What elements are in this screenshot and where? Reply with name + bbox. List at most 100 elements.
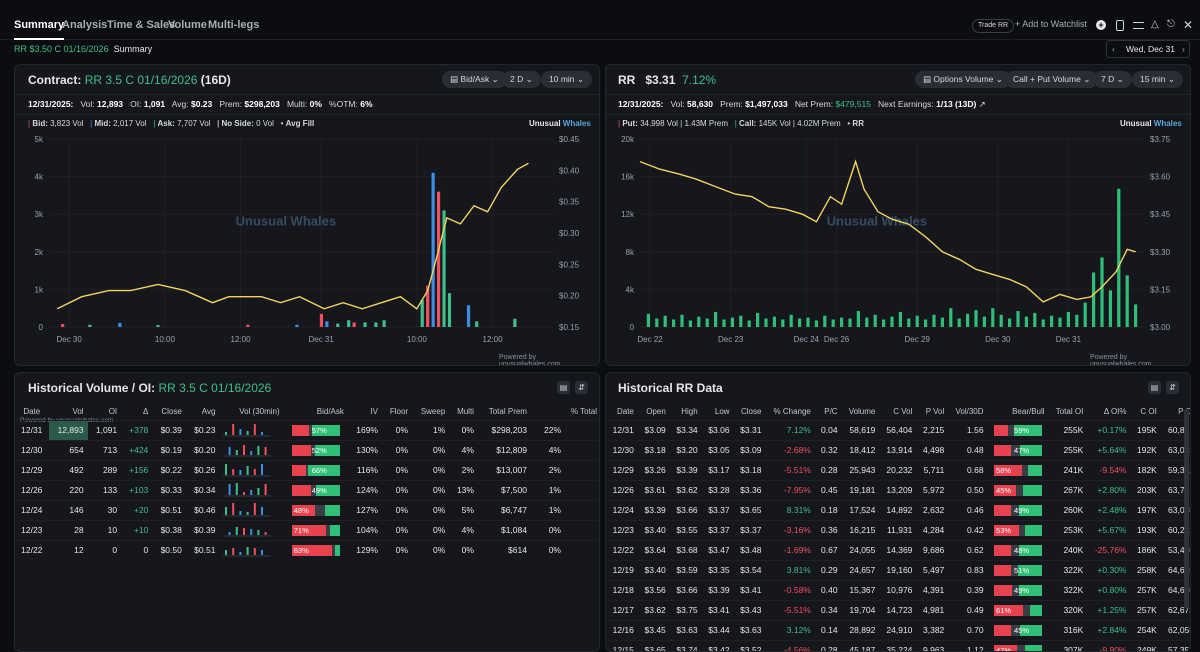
table-row[interactable]: 12/30 $3.18 $3.20 $3.05 $3.09 -2.68% 0.32 18,41…	[606, 439, 1190, 460]
col-p-vol[interactable]: P Vol	[925, 406, 945, 416]
legend-bid-label: Bid:	[32, 119, 48, 128]
table-row[interactable]: 12/24 146 30 +20 $0.51 $0.46 48% 127% 0% 0% 5% $6,7…	[15, 499, 599, 520]
volume-bar	[966, 313, 970, 327]
table-row[interactable]: 12/16 $3.45 $3.63 $3.44 $3.63 3.12% 0.14 28,892…	[606, 619, 1190, 640]
cell-pc: 0.45	[814, 479, 842, 500]
add-to-watchlist-button[interactable]: + Add to Watchlist	[1015, 19, 1087, 29]
cell-vol-30d: 0.83	[948, 559, 988, 580]
col-close[interactable]: Close	[741, 406, 762, 416]
tab-time-sales[interactable]: Time & Sales	[107, 19, 176, 31]
bid-ask-dropdown[interactable]: ▤ Bid/Ask ⌄	[442, 71, 507, 88]
tab-multi-legs[interactable]: Multi-legs	[208, 19, 260, 31]
table-row[interactable]: 12/17 $3.62 $3.75 $3.41 $3.43 -5.51% 0.34 19,70…	[606, 599, 1190, 620]
col-vol-30min-[interactable]: Vol (30min)	[239, 406, 280, 416]
stock-range-dropdown[interactable]: 7 D ⌄	[1093, 71, 1132, 88]
tab-volume[interactable]: Volume	[168, 19, 207, 31]
table-row[interactable]: 12/22 $3.64 $3.68 $3.47 $3.48 -1.69% 0.67 24,05…	[606, 539, 1190, 560]
col-low[interactable]: Low	[714, 406, 730, 416]
col-sweep[interactable]: Sweep	[420, 406, 446, 416]
stock-interval-dropdown[interactable]: 15 min ⌄	[1132, 71, 1184, 88]
tab-analysis[interactable]: Analysis	[62, 19, 108, 31]
share-icon[interactable]: ⎋	[1167, 19, 1175, 30]
col-vol-30d[interactable]: Vol/30D	[955, 406, 984, 416]
current-date[interactable]: Wed, Dec 31	[1126, 44, 1175, 54]
cell-floor: 0%	[381, 419, 413, 440]
col-bid-ask[interactable]: Bid/Ask	[316, 406, 344, 416]
chevron-down-icon: ⌄	[1083, 74, 1091, 84]
chevron-right-icon[interactable]: ›	[1182, 44, 1185, 54]
table-row[interactable]: 12/26 $3.61 $3.62 $3.28 $3.36 -7.95% 0.45 19,18…	[606, 479, 1190, 500]
trade-ticker-badge[interactable]: Trade RR	[972, 19, 1015, 33]
cell-total-prem: $6,747	[477, 499, 531, 520]
contract-title-symbol: RR 3.5 C 01/16/2026	[84, 73, 198, 87]
add-circle-icon[interactable]: +	[1096, 20, 1106, 30]
col-bear-bull[interactable]: Bear/Bull	[1012, 406, 1045, 416]
col-iv[interactable]: IV	[370, 406, 378, 416]
table-row[interactable]: 12/23 $3.40 $3.55 $3.37 $3.37 -3.16% 0.36 16,21…	[606, 519, 1190, 540]
cell-c-oi: 195K	[1130, 419, 1161, 440]
call-put-dropdown[interactable]: Call + Put Volume ⌄	[1005, 71, 1099, 88]
y-right-tick: $3.00	[1150, 323, 1171, 332]
bar-label: 59%	[1014, 425, 1030, 435]
sort-icon[interactable]: ⇵	[575, 381, 588, 394]
table-row[interactable]: 12/24 $3.39 $3.66 $3.37 $3.65 8.31% 0.18 17,524…	[606, 499, 1190, 520]
col-c-oi[interactable]: C OI	[1140, 406, 1157, 416]
sort-icon[interactable]: ⇵	[1166, 381, 1179, 394]
range-dropdown[interactable]: 2 D ⌄	[502, 71, 541, 88]
col-c-vol[interactable]: C Vol	[893, 406, 913, 416]
col-date[interactable]: Date	[616, 406, 634, 416]
col--[interactable]: Δ	[142, 406, 149, 416]
col--oi-[interactable]: Δ OI%	[1103, 406, 1127, 416]
col--change[interactable]: % Change	[773, 406, 811, 416]
table-row[interactable]: 12/31 12,893 1,091 +378 $0.39 $0.23 57% 169% 0% 1…	[15, 419, 599, 440]
col-date[interactable]: Date	[23, 406, 41, 416]
table-row[interactable]: 12/31 $3.09 $3.34 $3.06 $3.31 7.12% 0.04 58,619…	[606, 419, 1190, 440]
col-close[interactable]: Close	[161, 406, 182, 416]
table-row[interactable]: 12/30 654 713 +424 $0.19 $0.20 52% 130% 0% 0% 4% $1…	[15, 439, 599, 460]
bar-green-segment	[1019, 544, 1043, 556]
col-vol[interactable]: Vol	[72, 406, 84, 416]
tab-summary[interactable]: Summary	[14, 19, 65, 40]
bar-red-segment	[291, 544, 332, 556]
table-row[interactable]: 12/22 12 0 0 $0.50 $0.51 83% 129% 0% 0% 0% $614 0%	[15, 539, 599, 560]
col-p-c[interactable]: P/C	[824, 406, 838, 416]
cell-date: 12/19	[606, 559, 638, 580]
table-row[interactable]: 12/23 28 10 +10 $0.38 $0.39 71% 104% 0% 0% 4% $1,08…	[15, 519, 599, 540]
scrollbar[interactable]	[1184, 409, 1189, 609]
legend-call: 145K Vol | 4.02M Prem	[758, 119, 841, 128]
col-floor[interactable]: Floor	[389, 406, 409, 416]
col-multi[interactable]: Multi	[457, 406, 474, 416]
col-open[interactable]: Open	[646, 406, 666, 416]
download-icon[interactable]: ▤	[1148, 381, 1161, 394]
download-icon[interactable]: ▤	[557, 381, 570, 394]
table-row[interactable]: 12/15 $3.65 $3.74 $3.42 $3.52 -4.56% 0.28 45,18…	[606, 639, 1190, 651]
options-volume-dropdown[interactable]: ▤ Options Volume ⌄	[915, 71, 1011, 88]
col-avg[interactable]: Avg	[201, 406, 216, 416]
table-row[interactable]: 12/19 $3.40 $3.59 $3.35 $3.54 3.81% 0.29 24,657…	[606, 559, 1190, 580]
breadcrumb-contract[interactable]: RR $3.50 C 01/16/2026	[14, 44, 109, 54]
table-row[interactable]: 12/29 492 289 +156 $0.22 $0.26 66% 116% 0% 0% 2% $1…	[15, 459, 599, 480]
col--total[interactable]: % Total	[570, 406, 597, 416]
col-volume[interactable]: Volume	[848, 406, 876, 416]
table-row[interactable]: 12/18 $3.56 $3.66 $3.39 $3.41 -0.58% 0.40 15,36…	[606, 579, 1190, 600]
table-row[interactable]: 12/26 220 133 +103 $0.33 $0.34 49% 124% 0% 0% 13% $…	[15, 479, 599, 500]
stock-volume-chart[interactable]: 20k 16k 12k 8k 4k 0 $3.75 $3.60 $3.45 $3.30 $3.15 $…	[606, 131, 1191, 349]
cell-bid-ask: 71%	[283, 519, 348, 540]
table-row[interactable]: 12/29 $3.26 $3.39 $3.17 $3.18 -5.51% 0.28 25,94…	[606, 459, 1190, 480]
bell-icon[interactable]: △	[1151, 19, 1159, 30]
interval-dropdown[interactable]: 10 min ⌄	[541, 71, 593, 88]
contract-volume-chart[interactable]: 5k 4k 3k 2k 1k 0 $0.45 $0.40 $0.35 $0.30 $0.25 $0.2…	[15, 131, 600, 349]
cell-c-vol: 14,892	[879, 499, 917, 520]
close-icon[interactable]: ✕	[1183, 18, 1194, 32]
chevron-left-icon[interactable]: ‹	[1112, 44, 1115, 54]
cell-c-vol: 13,914	[879, 439, 917, 460]
col-total-prem[interactable]: Total Prem	[488, 406, 527, 416]
col-high[interactable]: High	[681, 406, 698, 416]
calculator-icon[interactable]	[1116, 20, 1124, 31]
external-link-icon[interactable]: ↗	[978, 99, 986, 109]
col-total-oi[interactable]: Total OI	[1055, 406, 1084, 416]
volume-bar	[1024, 316, 1028, 327]
col-oi[interactable]: OI	[108, 406, 118, 416]
cell-bear-bull: 53%	[987, 519, 1049, 540]
columns-icon[interactable]	[1133, 22, 1144, 29]
